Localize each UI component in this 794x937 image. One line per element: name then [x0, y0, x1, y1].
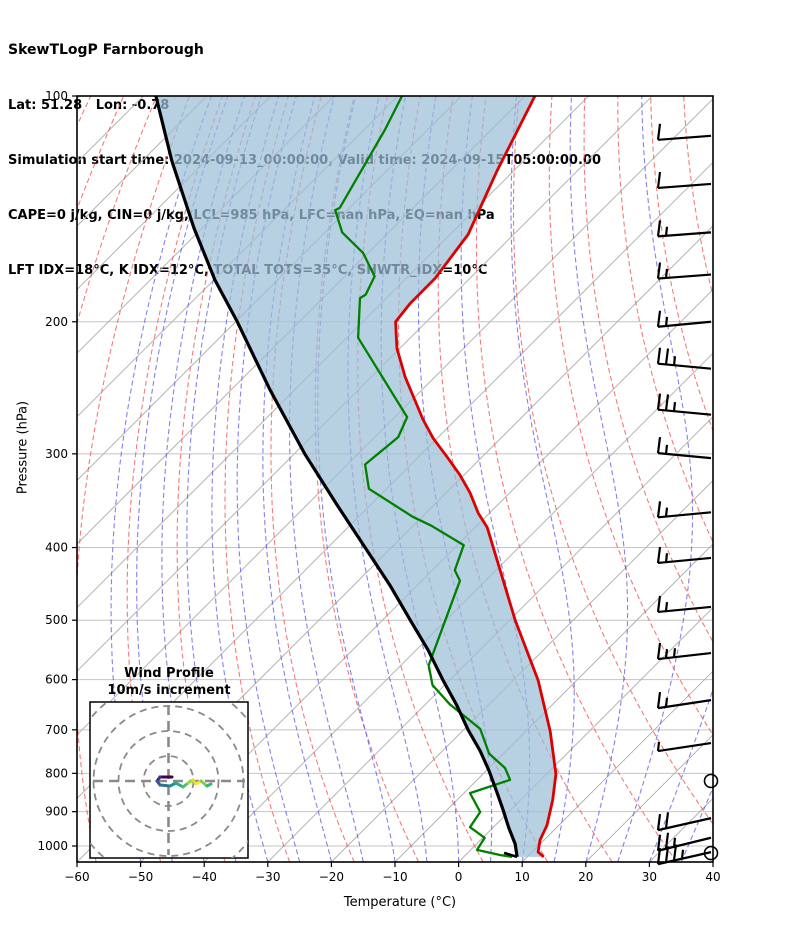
- y-tick-label: 1000: [37, 839, 68, 853]
- temperature-line: [394, 96, 558, 858]
- y-tick-label: 300: [45, 447, 68, 461]
- calm-wind-circle: [703, 773, 719, 789]
- wind-barb: [656, 595, 712, 614]
- wind-barb: [656, 220, 712, 238]
- wind-barb: [656, 123, 712, 141]
- x-tick-label: −30: [255, 870, 280, 884]
- hodograph-inset: [89, 701, 249, 859]
- wind-barb: [656, 642, 712, 661]
- x-tick-label: −20: [319, 870, 344, 884]
- x-tick-label: 10: [515, 870, 530, 884]
- y-tick-label: 800: [45, 766, 68, 780]
- y-tick-label: 100: [45, 89, 68, 103]
- y-tick-label: 900: [45, 805, 68, 819]
- hodograph-subtitle: 10m/s increment: [107, 683, 231, 698]
- hodograph-title: Wind Profile: [124, 666, 214, 681]
- x-axis-label: Temperature (°C): [343, 895, 457, 910]
- wind-barb: [656, 171, 712, 190]
- wind-barb: [656, 393, 712, 416]
- x-tick-label: 20: [578, 870, 593, 884]
- y-tick-label: 700: [45, 723, 68, 737]
- wind-barb: [656, 546, 712, 565]
- wind-barb: [656, 262, 712, 280]
- wind-barb: [656, 844, 712, 866]
- wind-barb: [656, 310, 712, 328]
- hodograph-trace: [155, 775, 213, 789]
- y-tick-label: 600: [45, 673, 68, 687]
- x-tick-label: −50: [128, 870, 153, 884]
- x-tick-label: 30: [642, 870, 657, 884]
- x-tick-label: 0: [455, 870, 463, 884]
- x-tick-label: −40: [192, 870, 217, 884]
- y-tick-label: 400: [45, 541, 68, 555]
- wind-barb: [656, 501, 712, 519]
- wind-barb: [656, 832, 712, 852]
- hodograph-rings: [90, 702, 248, 858]
- parcel-path-line: [154, 96, 519, 858]
- dewpoint-line: [334, 96, 513, 859]
- x-tick-label: −60: [64, 870, 89, 884]
- chart-title: SkewTLogP Farnborough: [8, 42, 204, 58]
- x-tick-label: −10: [382, 870, 407, 884]
- y-tick-label: 500: [45, 613, 68, 627]
- cape-shading: [155, 96, 556, 857]
- wind-barb: [656, 741, 712, 753]
- calm-wind-circle: [703, 845, 719, 861]
- wind-barbs: [656, 123, 719, 866]
- y-tick-label: 200: [45, 315, 68, 329]
- x-tick-label: 40: [705, 870, 720, 884]
- wind-barb: [656, 437, 712, 460]
- wind-barb: [656, 812, 712, 832]
- wind-barb: [656, 347, 712, 370]
- y-axis-label: Pressure (hPa): [15, 400, 31, 495]
- wind-barb: [656, 691, 712, 710]
